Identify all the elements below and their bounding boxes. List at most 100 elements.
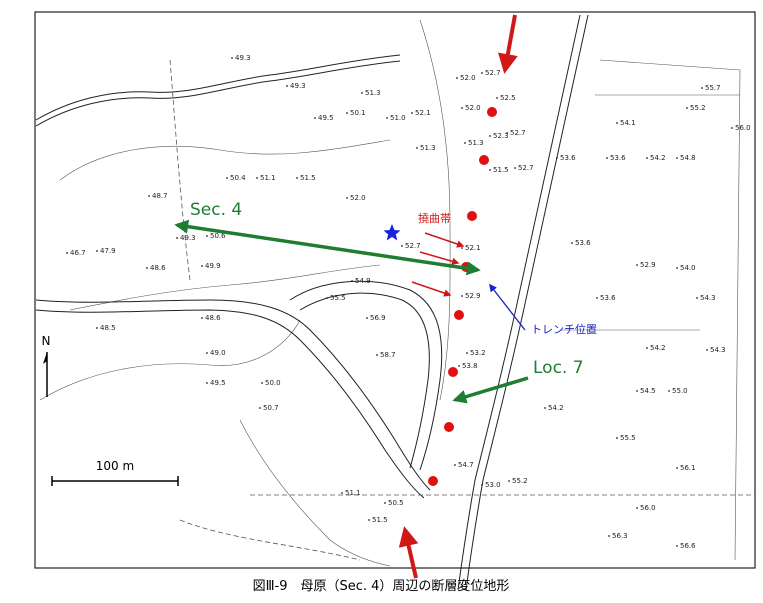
spot-heights: 49.3 49.3 49.5 50.1 51.0 51.3 52.1 52.0 52.7 52.5…	[66, 54, 751, 550]
spot-dot	[461, 107, 463, 109]
spot-height: 52.5	[500, 94, 516, 102]
spot-height: 56.0	[640, 504, 656, 512]
spot-height: 50.1	[350, 109, 366, 117]
spot-dot	[489, 135, 491, 137]
spot-dot	[481, 72, 483, 74]
spot-height: 49.3	[290, 82, 306, 90]
map-frame	[34, 11, 756, 569]
spot-height: 54.1	[620, 119, 636, 127]
spot-dot	[616, 437, 618, 439]
spot-dot	[456, 77, 458, 79]
spot-height: 55.7	[705, 84, 721, 92]
trench-label: トレンチ位置	[531, 323, 597, 336]
spot-dot	[701, 87, 703, 89]
spot-height: 51.1	[345, 489, 361, 497]
spot-height: 49.3	[180, 234, 196, 242]
spot-height: 51.3	[365, 89, 381, 97]
spot-height: 52.0	[465, 104, 481, 112]
spot-height: 48.5	[100, 324, 116, 332]
spot-dot	[296, 177, 298, 179]
spot-height: 56.0	[735, 124, 751, 132]
spot-height: 49.9	[205, 262, 221, 270]
spot-height: 51.5	[372, 516, 388, 524]
section-line	[174, 219, 481, 276]
spot-height: 51.1	[260, 174, 276, 182]
spot-dot	[636, 264, 638, 266]
figure-caption: 図Ⅲ-9 母原（Sec. 4）周辺の断層変位地形	[253, 578, 510, 594]
spot-height: 48.7	[152, 192, 168, 200]
spot-dot	[496, 97, 498, 99]
spot-height: 51.5	[493, 166, 509, 174]
spot-dot	[731, 127, 733, 129]
north-label: N	[42, 334, 51, 348]
spot-dot	[66, 252, 68, 254]
spot-dot	[361, 92, 363, 94]
spot-height: 53.2	[470, 349, 486, 357]
spot-dot	[668, 390, 670, 392]
spot-height: 52.7	[485, 69, 501, 77]
spot-dot	[464, 142, 466, 144]
spot-dot	[261, 382, 263, 384]
spot-height: 53.6	[610, 154, 626, 162]
spot-height: 52.7	[510, 129, 526, 137]
compression-arrow	[398, 526, 419, 579]
spot-height: 52.7	[405, 242, 421, 250]
spot-dot	[506, 132, 508, 134]
spot-dot	[146, 267, 148, 269]
spot-dot	[201, 265, 203, 267]
spot-dot	[608, 535, 610, 537]
spot-height: 55.0	[672, 387, 688, 395]
spot-height: 54.2	[650, 154, 666, 162]
spot-height: 55.2	[690, 104, 706, 112]
spot-height: 54.3	[710, 346, 726, 354]
spot-dot	[616, 122, 618, 124]
topographic-lines	[35, 14, 755, 591]
trench-pointer	[489, 283, 526, 331]
spot-height: 56.6	[680, 542, 696, 550]
spot-dot	[386, 117, 388, 119]
spot-height: 50.0	[265, 379, 281, 387]
spot-dot	[326, 297, 328, 299]
spot-height: 53.6	[600, 294, 616, 302]
spot-dot	[466, 352, 468, 354]
spot-dot	[201, 317, 203, 319]
spot-dot	[514, 167, 516, 169]
spot-dot	[636, 507, 638, 509]
spot-height: 54.2	[548, 404, 564, 412]
spot-height: 47.9	[100, 247, 116, 255]
spot-dot	[636, 390, 638, 392]
spot-dot	[148, 195, 150, 197]
scale-label: 100 m	[96, 459, 134, 473]
spot-height: 54.9	[355, 277, 371, 285]
spot-height: 46.7	[70, 249, 86, 257]
spot-dot	[461, 247, 463, 249]
spot-dot	[401, 245, 403, 247]
spot-height: 50.4	[230, 174, 246, 182]
spot-height: 52.1	[465, 244, 481, 252]
spot-dot	[461, 295, 463, 297]
spot-dot	[481, 484, 483, 486]
spot-height: 52.1	[415, 109, 431, 117]
spot-height: 56.1	[680, 464, 696, 472]
spot-height: 54.7	[458, 461, 474, 469]
spot-height: 56.3	[612, 532, 628, 540]
spot-height: 50.7	[263, 404, 279, 412]
spot-dot	[544, 407, 546, 409]
spot-dot	[286, 85, 288, 87]
scale-bar: 100 m	[51, 459, 179, 486]
spot-height: 48.6	[205, 314, 221, 322]
spot-height: 51.3	[420, 144, 436, 152]
spot-dot	[686, 107, 688, 109]
spot-height: 54.8	[680, 154, 696, 162]
spot-height: 52.3	[493, 132, 509, 140]
spot-height: 55.2	[512, 477, 528, 485]
flexure-label: 撓曲帯	[418, 212, 451, 225]
spot-height: 49.5	[318, 114, 334, 122]
spot-height: 51.3	[468, 139, 484, 147]
location-arrow	[452, 376, 529, 404]
spot-dot	[314, 117, 316, 119]
spot-dot	[206, 352, 208, 354]
spot-dot	[676, 467, 678, 469]
spot-height: 53.8	[462, 362, 478, 370]
spot-height: 52.9	[465, 292, 481, 300]
